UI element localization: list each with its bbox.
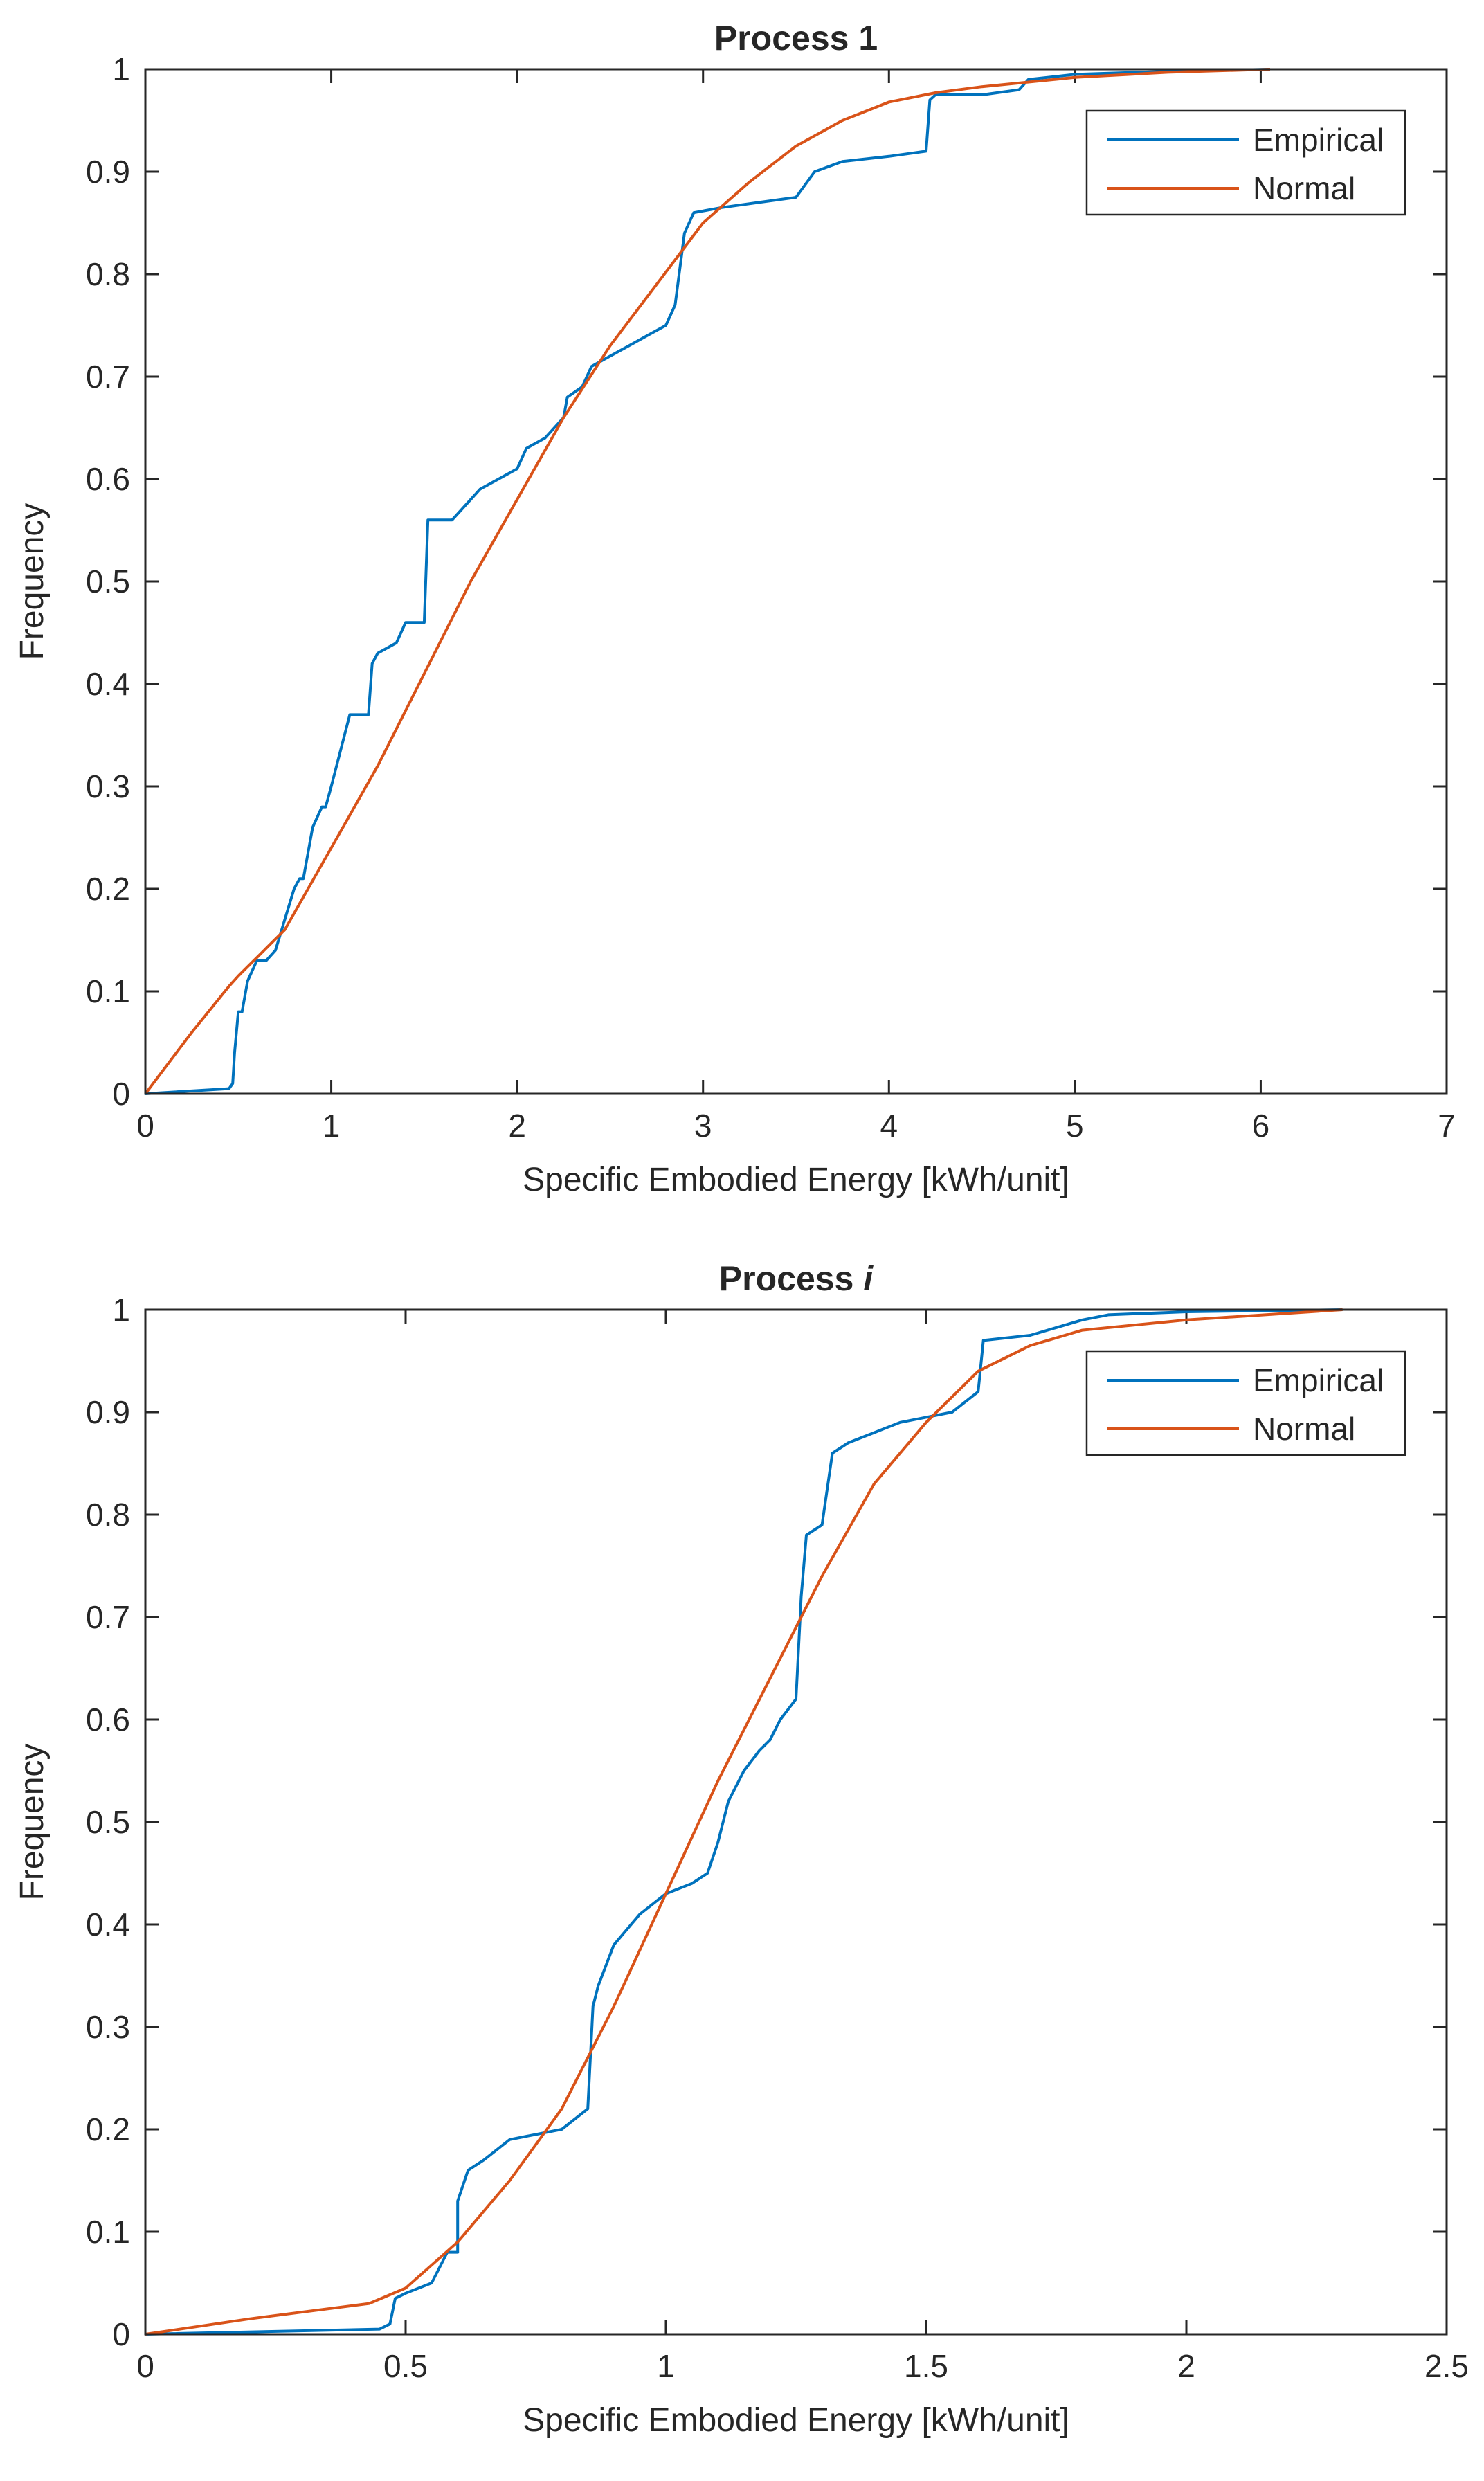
y-tick-label: 0 bbox=[112, 2316, 130, 2352]
y-tick-label: 0.8 bbox=[86, 256, 130, 292]
y-tick-label: 0.4 bbox=[86, 666, 130, 702]
x-axis-label: Specific Embodied Energy [kWh/unit] bbox=[523, 2402, 1069, 2439]
y-tick-label: 0.6 bbox=[86, 1702, 130, 1738]
chart-title: Process i bbox=[719, 1259, 874, 1298]
y-tick-label: 0.7 bbox=[86, 359, 130, 395]
y-tick-label: 0.4 bbox=[86, 1906, 130, 1942]
y-tick-label: 0.6 bbox=[86, 461, 130, 497]
series-line-normal bbox=[144, 68, 1270, 1095]
y-tick-label: 0.3 bbox=[86, 2009, 130, 2045]
y-tick-label: 0.8 bbox=[86, 1497, 130, 1533]
y-tick-label: 1 bbox=[112, 51, 130, 87]
x-tick-label: 0 bbox=[136, 1108, 154, 1144]
x-tick-label: 6 bbox=[1252, 1108, 1270, 1144]
y-tick-label: 0.9 bbox=[86, 1394, 130, 1430]
x-tick-label: 3 bbox=[694, 1108, 712, 1144]
x-tick-label: 7 bbox=[1438, 1108, 1456, 1144]
x-tick-label: 2.5 bbox=[1424, 2348, 1469, 2384]
y-tick-label: 0.5 bbox=[86, 563, 130, 599]
series-line-empirical bbox=[145, 1308, 1343, 2336]
y-tick-label: 1 bbox=[112, 1292, 130, 1328]
series-line-empirical bbox=[145, 68, 1270, 1095]
x-axis-label: Specific Embodied Energy [kWh/unit] bbox=[523, 1162, 1069, 1198]
chart-process-i: Process i 0 0.5 1 1.5 2 2.5 0 0.1 0.2 0.3 0.4 0.5 0.6… bbox=[0, 1240, 1484, 2481]
series-line-normal bbox=[145, 1308, 1343, 2336]
legend-label-empirical: Empirical bbox=[1253, 1362, 1384, 1398]
y-tick-label: 0.3 bbox=[86, 768, 130, 804]
plot-area bbox=[145, 1310, 1447, 2334]
y-tick-label: 0 bbox=[112, 1076, 130, 1112]
y-tick-label: 0.1 bbox=[86, 973, 130, 1009]
legend-box bbox=[1085, 1350, 1406, 1456]
x-tick-label: 2 bbox=[508, 1108, 526, 1144]
y-axis-label: Frequency bbox=[14, 1744, 51, 1901]
plot-area bbox=[145, 69, 1447, 1094]
x-tick-label: 4 bbox=[880, 1108, 898, 1144]
x-tick-label: 1 bbox=[323, 1108, 341, 1144]
legend: Empirical Normal bbox=[1085, 109, 1406, 216]
legend-box bbox=[1085, 109, 1406, 216]
legend: Empirical Normal bbox=[1085, 1350, 1406, 1456]
chart-title: Process 1 bbox=[714, 19, 878, 57]
x-tick-label: 0.5 bbox=[383, 2348, 428, 2384]
x-tick-label: 0 bbox=[136, 2348, 154, 2384]
y-tick-label: 0.1 bbox=[86, 2214, 130, 2250]
legend-label-normal: Normal bbox=[1253, 170, 1355, 206]
y-tick-label: 0.2 bbox=[86, 2111, 130, 2147]
y-tick-label: 0.9 bbox=[86, 154, 130, 190]
y-tick-label: 0.2 bbox=[86, 871, 130, 907]
axes-box bbox=[144, 1308, 1448, 2336]
y-axis-label: Frequency bbox=[14, 503, 51, 660]
x-tick-label: 1.5 bbox=[904, 2348, 948, 2384]
axes-box bbox=[144, 68, 1448, 1095]
legend-label-empirical: Empirical bbox=[1253, 122, 1384, 158]
chart-process-1: Process 1 0 1 2 3 4 5 6 7 0 0.1 0.2 0.3 0.4 0.5 0.6 0.7 0… bbox=[0, 0, 1484, 1240]
y-tick-label: 0.7 bbox=[86, 1599, 130, 1635]
legend-label-normal: Normal bbox=[1253, 1411, 1355, 1447]
x-tick-label: 5 bbox=[1066, 1108, 1084, 1144]
y-tick-label: 0.5 bbox=[86, 1804, 130, 1840]
x-tick-label: 2 bbox=[1177, 2348, 1195, 2384]
x-tick-label: 1 bbox=[657, 2348, 675, 2384]
